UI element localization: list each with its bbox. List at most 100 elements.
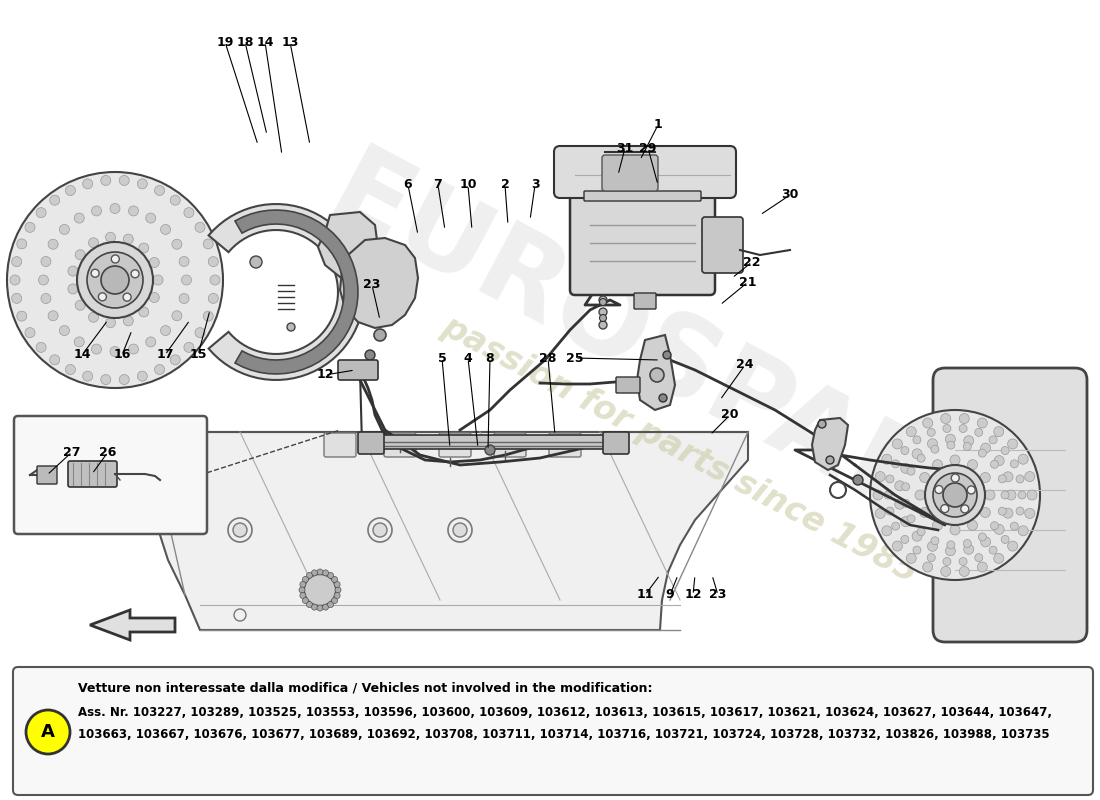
Text: 11: 11	[636, 589, 653, 602]
Circle shape	[947, 541, 955, 549]
Circle shape	[485, 445, 495, 455]
Circle shape	[894, 499, 905, 510]
Circle shape	[663, 351, 671, 359]
Circle shape	[959, 558, 967, 566]
Circle shape	[1025, 471, 1035, 482]
Circle shape	[182, 275, 191, 285]
Circle shape	[1010, 522, 1019, 530]
Circle shape	[334, 582, 340, 587]
Text: 6: 6	[404, 178, 412, 191]
Circle shape	[317, 605, 323, 611]
Circle shape	[25, 328, 35, 338]
Circle shape	[931, 537, 939, 545]
Circle shape	[331, 598, 338, 603]
Circle shape	[659, 394, 667, 402]
FancyBboxPatch shape	[14, 416, 207, 534]
Circle shape	[920, 473, 929, 482]
Circle shape	[322, 604, 329, 610]
Text: 27: 27	[64, 446, 80, 458]
FancyBboxPatch shape	[702, 217, 743, 273]
Circle shape	[1010, 460, 1019, 468]
Circle shape	[91, 344, 101, 354]
Circle shape	[892, 439, 902, 449]
Circle shape	[110, 203, 120, 214]
Circle shape	[980, 537, 991, 547]
FancyBboxPatch shape	[384, 433, 416, 457]
Circle shape	[892, 460, 900, 468]
Circle shape	[964, 436, 974, 446]
Circle shape	[75, 300, 85, 310]
Circle shape	[933, 473, 977, 517]
FancyBboxPatch shape	[37, 466, 57, 484]
Circle shape	[923, 562, 933, 572]
Circle shape	[204, 239, 213, 249]
Circle shape	[927, 542, 937, 551]
Circle shape	[145, 337, 156, 347]
Text: EUROSPARES: EUROSPARES	[310, 139, 1089, 621]
FancyBboxPatch shape	[584, 191, 701, 201]
Circle shape	[59, 225, 69, 234]
Circle shape	[16, 311, 26, 321]
Circle shape	[959, 425, 967, 433]
Text: 21: 21	[739, 275, 757, 289]
Circle shape	[82, 179, 92, 189]
Circle shape	[977, 418, 988, 428]
Circle shape	[600, 296, 607, 304]
FancyBboxPatch shape	[554, 146, 736, 198]
Circle shape	[940, 414, 950, 423]
Polygon shape	[812, 418, 848, 470]
Circle shape	[975, 428, 982, 436]
Circle shape	[153, 275, 163, 285]
Text: 10: 10	[460, 178, 476, 191]
Circle shape	[300, 582, 306, 587]
Circle shape	[925, 465, 985, 525]
Circle shape	[374, 329, 386, 341]
Text: 1: 1	[653, 118, 662, 131]
Circle shape	[106, 318, 116, 328]
Circle shape	[950, 455, 960, 465]
Circle shape	[129, 206, 139, 216]
Circle shape	[902, 482, 910, 490]
Circle shape	[913, 546, 921, 554]
Circle shape	[994, 456, 1004, 466]
Circle shape	[41, 257, 51, 266]
Circle shape	[287, 323, 295, 331]
Circle shape	[74, 337, 85, 347]
Circle shape	[334, 593, 340, 598]
Circle shape	[139, 307, 148, 317]
Circle shape	[453, 523, 468, 537]
Text: 20: 20	[722, 409, 739, 422]
Circle shape	[170, 355, 180, 365]
Text: 28: 28	[539, 351, 557, 365]
Circle shape	[894, 481, 905, 490]
Circle shape	[179, 257, 189, 266]
Circle shape	[920, 507, 929, 518]
Circle shape	[101, 175, 111, 186]
Circle shape	[119, 374, 129, 385]
Text: 19: 19	[217, 35, 233, 49]
Circle shape	[1016, 475, 1024, 483]
Circle shape	[172, 310, 182, 321]
Circle shape	[994, 524, 1004, 534]
Circle shape	[927, 428, 935, 436]
Circle shape	[39, 275, 48, 285]
Circle shape	[984, 490, 996, 500]
Polygon shape	[637, 335, 675, 410]
Circle shape	[138, 371, 147, 381]
Circle shape	[138, 179, 147, 189]
Circle shape	[947, 441, 955, 449]
Circle shape	[1019, 526, 1028, 536]
Circle shape	[48, 310, 58, 321]
Circle shape	[600, 308, 607, 316]
Circle shape	[826, 456, 834, 464]
Circle shape	[950, 525, 960, 535]
Circle shape	[299, 587, 305, 593]
Circle shape	[68, 266, 78, 276]
FancyBboxPatch shape	[338, 360, 378, 380]
Circle shape	[26, 710, 70, 754]
Circle shape	[933, 460, 943, 470]
Circle shape	[302, 577, 308, 582]
Circle shape	[16, 239, 26, 249]
Circle shape	[968, 460, 978, 470]
Circle shape	[906, 426, 916, 437]
